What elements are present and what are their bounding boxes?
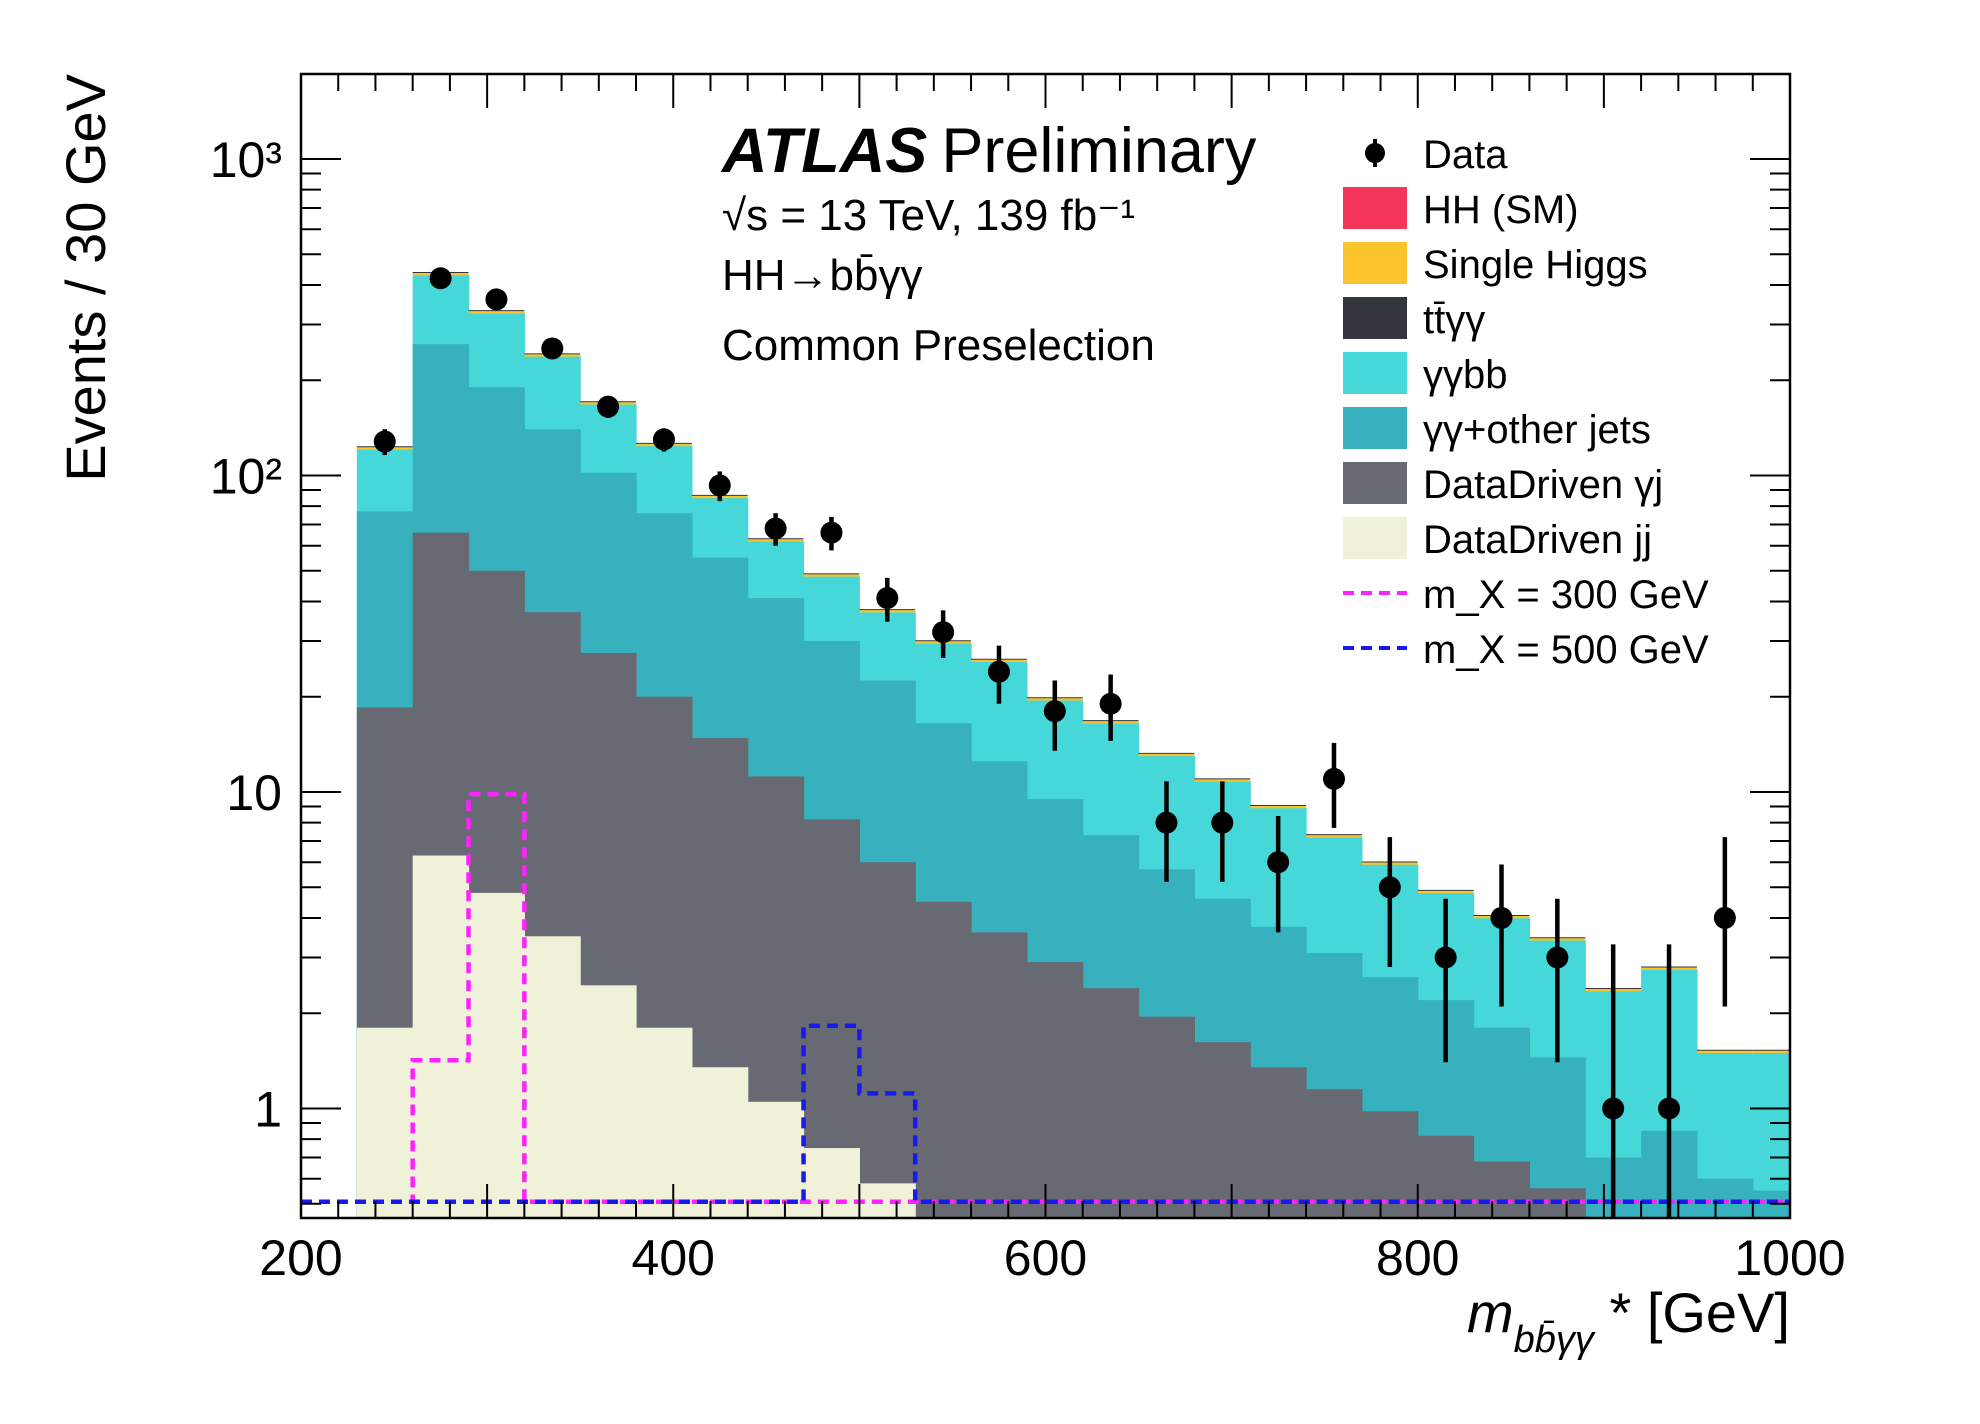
bin-dd_gj — [971, 932, 1028, 1218]
bin-dd_gj — [859, 862, 916, 1218]
legend-swatch-gg_other — [1343, 407, 1407, 449]
atlas-label: ATLAS Preliminary — [720, 116, 1257, 186]
bin-dd_gj — [1082, 988, 1140, 1218]
data-point — [1378, 876, 1401, 899]
signal-mx300-line — [301, 791, 1790, 1205]
axes-layer: 200 400 600 800 1000 1 10 10² 10³ — [210, 74, 1846, 1286]
x-tick-label: 200 — [259, 1230, 342, 1286]
bin-dd_gj — [1026, 962, 1084, 1218]
legend-swatch-single_higgs — [1343, 242, 1407, 284]
bin-dd_jj — [859, 1183, 916, 1218]
x-axis-label: mbb̄γγ * [GeV] — [1467, 1281, 1790, 1361]
y-tick-label: 1 — [254, 1082, 282, 1138]
process-label: HH→bb̄γγ — [722, 251, 923, 300]
bin-dd_jj — [412, 855, 470, 1218]
data-point — [1043, 700, 1066, 723]
legend-label-dd_gj: DataDriven γj — [1423, 463, 1663, 507]
data-point — [1155, 811, 1178, 834]
signal-layer — [301, 791, 1790, 1205]
legend-label-dd_jj: DataDriven jj — [1423, 518, 1652, 562]
energy-lumi-label: √s = 13 TeV, 139 fb⁻¹ — [722, 191, 1135, 240]
x-tick-label: 1000 — [1734, 1230, 1845, 1286]
bin-dd_jj — [356, 1027, 414, 1218]
data-point — [1434, 946, 1457, 969]
data-point — [429, 267, 452, 290]
y-tick-label: 10³ — [210, 132, 282, 188]
x-tick-label: 600 — [1004, 1230, 1087, 1286]
bin-dd_gj — [1473, 1161, 1531, 1218]
legend-swatch-ttgg — [1343, 297, 1407, 339]
x-tick-label: 800 — [1376, 1230, 1459, 1286]
data-point — [652, 428, 675, 451]
data-layer — [373, 267, 1736, 1218]
data-point — [987, 660, 1010, 683]
legend-marker-data — [1365, 143, 1385, 163]
legend-swatch-ggbb — [1343, 352, 1407, 394]
data-point — [1211, 811, 1234, 834]
legend-swatch-hh_sm — [1343, 187, 1407, 229]
legend-label-data: Data — [1423, 133, 1508, 177]
data-point — [1546, 946, 1569, 969]
data-point — [876, 587, 899, 610]
legend-label-single_higgs: Single Higgs — [1423, 243, 1648, 287]
data-point — [373, 430, 396, 453]
data-point — [1713, 906, 1736, 929]
legend-label-ggbb: γγbb — [1423, 353, 1508, 397]
legend-label-gg_other: γγ+other jets — [1423, 408, 1651, 452]
data-point — [1099, 692, 1122, 715]
bin-gg_other — [1696, 1178, 1754, 1218]
bin-dd_gj — [915, 901, 972, 1218]
data-point — [1490, 906, 1513, 929]
bin-dd_jj — [747, 1101, 805, 1218]
signal-mx500-line — [301, 1023, 1790, 1205]
bin-dd_gj — [1250, 1067, 1307, 1218]
legend-swatch-dd_gj — [1343, 462, 1407, 504]
x-tick-label: 400 — [632, 1230, 715, 1286]
data-point — [1322, 767, 1345, 790]
data-point — [708, 474, 731, 497]
bin-ggbb — [1752, 1052, 1791, 1218]
legend-label-ttgg: tt̄γγ — [1423, 298, 1485, 342]
selection-label: Common Preselection — [722, 321, 1155, 370]
y-axis-label: Events / 30 GeV — [54, 73, 117, 481]
legend-label-mx500: m_X = 500 GeV — [1423, 628, 1709, 672]
data-point — [932, 621, 955, 644]
bin-dd_jj — [636, 1027, 693, 1218]
stack-layer — [356, 272, 1791, 1219]
data-point — [485, 288, 508, 311]
data-point — [1658, 1097, 1681, 1120]
y-tick-label: 10² — [210, 449, 282, 505]
bin-dd_gj — [1194, 1042, 1251, 1218]
data-point — [597, 395, 620, 418]
legend-label-hh_sm: HH (SM) — [1423, 188, 1579, 232]
data-point — [1602, 1097, 1625, 1120]
legend-swatch-dd_jj — [1343, 517, 1407, 559]
data-point — [541, 337, 564, 360]
legend: Data HH (SM) Single Higgs tt̄γγ γγbb γγ+other… — [1343, 133, 1709, 672]
data-point — [1267, 851, 1290, 874]
bin-dd_gj — [1138, 1016, 1195, 1218]
bin-dd_jj — [524, 936, 581, 1218]
data-point — [820, 521, 843, 544]
legend-label-mx300: m_X = 300 GeV — [1423, 573, 1709, 617]
bin-dd_jj — [580, 985, 637, 1218]
y-tick-label: 10 — [226, 765, 282, 821]
data-point — [764, 517, 787, 540]
bin-dd_jj — [468, 892, 525, 1218]
bin-dd_gj — [1417, 1135, 1475, 1218]
bin-dd_jj — [691, 1067, 749, 1218]
bin-dd_jj — [803, 1148, 860, 1218]
bin-dd_gj — [1306, 1089, 1363, 1218]
